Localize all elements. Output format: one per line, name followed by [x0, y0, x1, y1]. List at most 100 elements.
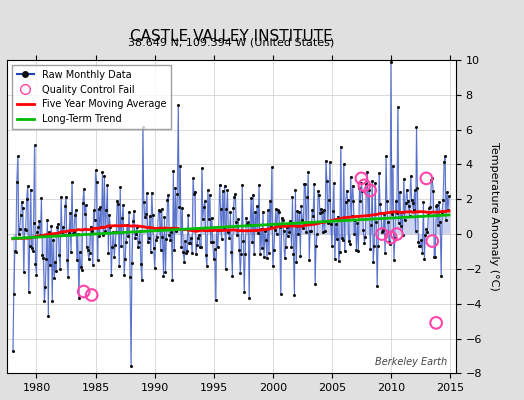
- Point: [445, 193, 453, 199]
- Point: [246, 222, 254, 228]
- Point: [357, 180, 366, 186]
- Point: [319, 229, 327, 236]
- Point: [20, 226, 29, 232]
- Point: [378, 229, 386, 235]
- Point: [340, 161, 348, 167]
- Point: [94, 206, 103, 212]
- Point: [244, 219, 253, 226]
- Point: [350, 230, 358, 237]
- Point: [429, 187, 438, 194]
- Point: [45, 228, 53, 235]
- Point: [413, 185, 422, 192]
- Point: [185, 240, 193, 246]
- Point: [412, 124, 421, 130]
- Point: [408, 200, 417, 206]
- Point: [124, 233, 132, 239]
- Legend: Raw Monthly Data, Quality Control Fail, Five Year Moving Average, Long-Term Tren: Raw Monthly Data, Quality Control Fail, …: [12, 65, 171, 129]
- Point: [431, 254, 440, 261]
- Point: [313, 231, 321, 237]
- Point: [287, 244, 296, 250]
- Point: [344, 238, 353, 245]
- Point: [233, 232, 242, 238]
- Point: [406, 213, 414, 219]
- Point: [236, 270, 245, 276]
- Point: [300, 180, 309, 187]
- Point: [387, 234, 395, 241]
- Point: [172, 228, 180, 234]
- Point: [266, 198, 274, 204]
- Point: [98, 168, 106, 175]
- Point: [133, 224, 141, 230]
- Point: [361, 234, 369, 240]
- Point: [173, 191, 181, 197]
- Point: [58, 229, 66, 236]
- Point: [70, 229, 78, 236]
- Point: [221, 266, 230, 272]
- Point: [276, 224, 284, 230]
- Point: [277, 215, 286, 221]
- Point: [265, 250, 273, 256]
- Point: [367, 222, 375, 228]
- Point: [148, 212, 157, 218]
- Point: [280, 255, 289, 262]
- Point: [18, 205, 27, 212]
- Point: [155, 208, 163, 214]
- Point: [322, 158, 330, 164]
- Point: [400, 217, 409, 223]
- Point: [72, 207, 80, 213]
- Point: [75, 248, 84, 255]
- Point: [88, 228, 96, 234]
- Point: [255, 182, 263, 188]
- Point: [10, 248, 19, 254]
- Point: [441, 153, 449, 159]
- Point: [158, 234, 167, 240]
- Point: [442, 217, 450, 224]
- Point: [163, 196, 172, 203]
- Point: [123, 222, 131, 228]
- Point: [423, 228, 432, 235]
- Point: [141, 211, 150, 218]
- Point: [178, 204, 187, 211]
- Point: [28, 248, 37, 254]
- Point: [258, 245, 266, 251]
- Point: [366, 187, 375, 194]
- Point: [318, 209, 326, 216]
- Point: [237, 251, 245, 257]
- Point: [170, 247, 179, 253]
- Point: [390, 257, 398, 264]
- Point: [122, 239, 130, 245]
- Point: [417, 237, 425, 243]
- Point: [235, 246, 244, 253]
- Point: [21, 227, 30, 233]
- Point: [290, 291, 299, 298]
- Point: [55, 252, 63, 259]
- Point: [226, 209, 235, 216]
- Point: [208, 214, 216, 221]
- Point: [199, 216, 207, 222]
- Point: [386, 241, 394, 247]
- Point: [383, 198, 391, 204]
- Point: [392, 231, 401, 237]
- Point: [304, 169, 312, 176]
- Point: [48, 297, 57, 304]
- Point: [105, 212, 114, 219]
- Point: [115, 262, 123, 269]
- Point: [306, 228, 314, 235]
- Point: [314, 188, 322, 194]
- Point: [296, 252, 304, 259]
- Point: [392, 210, 401, 216]
- Point: [171, 185, 180, 191]
- Point: [188, 250, 196, 256]
- Point: [223, 187, 232, 194]
- Point: [138, 277, 146, 283]
- Point: [379, 227, 387, 234]
- Point: [299, 224, 308, 231]
- Point: [85, 250, 94, 256]
- Point: [418, 250, 427, 256]
- Point: [297, 202, 305, 209]
- Point: [329, 208, 337, 214]
- Point: [420, 256, 429, 262]
- Point: [56, 266, 64, 272]
- Point: [399, 176, 408, 182]
- Point: [368, 178, 376, 184]
